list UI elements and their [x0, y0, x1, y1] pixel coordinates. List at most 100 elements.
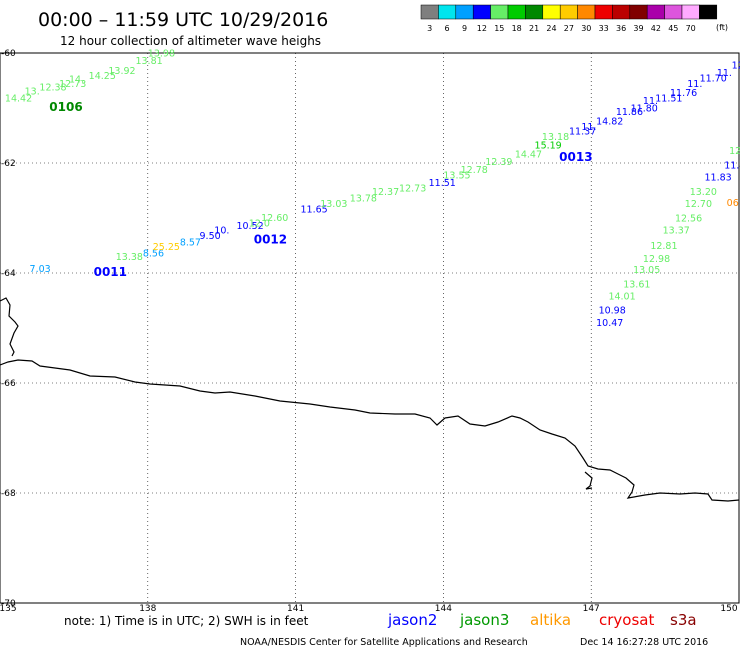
swh-value-label: 11.37 [569, 126, 596, 137]
swh-value-label: 13.18 [542, 132, 569, 143]
swh-value-label: 11.86 [616, 107, 643, 118]
swh-value-label: 13.98 [148, 48, 175, 59]
swh-value-label: 11.80 [631, 103, 658, 114]
swh-value-label: 12.38 [39, 82, 66, 93]
map-frame [0, 52, 740, 604]
swh-value-label: 15.19 [535, 141, 562, 152]
swh-value-label: 11. [643, 96, 658, 107]
swh-value-label: 7.03 [30, 264, 51, 275]
swh-value-label: 13.20 [690, 187, 717, 198]
swh-value-label: 11. [717, 68, 732, 79]
lon-tick-label: 141 [287, 604, 304, 614]
lon-tick-label: 144 [435, 604, 452, 614]
legend-swatch [629, 4, 648, 20]
pass-number-label: 0012 [254, 232, 287, 246]
swh-value-label: 13.61 [623, 279, 650, 290]
swh-value-label: 8.56 [143, 249, 164, 260]
legend-swatch [490, 4, 509, 20]
swh-value-label: 9.50 [200, 231, 221, 242]
legend-bin-label: 45 [668, 24, 678, 33]
color-legend: 3 6 9 12 15 18 21 24 27 30 33 36 39 42 45 70 [420, 4, 718, 33]
legend-swatch [525, 4, 544, 20]
swh-value-label: 12.81 [650, 241, 677, 252]
pass-number-label: 0011 [94, 265, 127, 279]
legend-bin-label: 24 [546, 24, 556, 33]
legend-bin-label: 18 [512, 24, 522, 33]
pass-number-label: 0013 [559, 150, 592, 164]
swh-value-label: 12.56 [675, 213, 702, 224]
legend-swatch [455, 4, 474, 20]
legend-swatch [542, 4, 561, 20]
swh-value-label: 11.51 [655, 93, 682, 104]
swh-value-label: 14.25 [89, 71, 116, 82]
swh-value-label: 12. [729, 146, 740, 157]
footer-credit: NOAA/NESDIS Center for Satellite Applica… [240, 637, 528, 648]
legend-swatch [594, 4, 613, 20]
swh-value-label: 12.73 [59, 79, 86, 90]
lat-tick-label: -64 [1, 269, 16, 279]
swh-value-label: 12.0 [249, 218, 270, 229]
legend-bin-label: 6 [445, 24, 450, 33]
legend-swatch [507, 4, 526, 20]
legend-bin-label: 15 [494, 24, 504, 33]
legend-bin-label: 27 [564, 24, 574, 33]
swh-value-label: 13.55 [443, 170, 470, 181]
swh-value-label: 14. [69, 75, 84, 86]
legend-swatch [646, 4, 665, 20]
lat-tick-label: -70 [1, 599, 16, 609]
swh-value-label: 13.05 [633, 265, 660, 276]
lon-tick-label: 135 [0, 604, 17, 614]
legend-bin-label: 33 [599, 24, 609, 33]
pass-number-label: 0106 [49, 100, 82, 114]
swh-value-label: 13.03 [320, 199, 347, 210]
swh-value-label: 13.81 [135, 56, 162, 67]
lon-tick-label: 150 [720, 604, 737, 614]
coastline-fragment [0, 297, 19, 357]
lon-tick-label: 138 [139, 604, 156, 614]
swh-value-label: 10.47 [596, 318, 623, 329]
legend-swatch [699, 4, 718, 20]
swh-value-label: 11.51 [429, 178, 456, 189]
swh-value-label: 11. [687, 79, 702, 90]
legend-jason2: jason2 [387, 611, 437, 629]
swh-value-label: 12.98 [643, 254, 670, 265]
swh-value-label: 13.38 [116, 252, 143, 263]
swh-value-label: 11. [581, 122, 596, 133]
lat-tick-label: -62 [1, 159, 16, 169]
legend-jason3: jason3 [459, 611, 509, 629]
swh-value-label: 8.57 [180, 238, 201, 249]
swh-value-label: 12.37 [372, 187, 399, 198]
swh-value-label: 11.70 [700, 74, 727, 85]
legend-bin-label: 70 [686, 24, 696, 33]
lat-tick-label: -68 [1, 489, 16, 499]
swh-value-label: 12.39 [485, 157, 512, 168]
legend-swatch [559, 4, 578, 20]
legend-swatch [472, 4, 491, 20]
swh-value-label: 25.25 [153, 242, 180, 253]
swh-value-label: 11.83 [705, 173, 732, 184]
swh-value-label: 14.01 [608, 291, 635, 302]
legend-bin-label: 30 [581, 24, 591, 33]
legend-cryosat: cryosat [599, 611, 654, 629]
legend-s3a: s3a [670, 611, 697, 629]
swh-value-label: 13.37 [663, 225, 690, 236]
legend-bin-label: 39 [633, 24, 643, 33]
legend-swatch [664, 4, 683, 20]
swh-value-label: 10. [214, 225, 229, 236]
swh-value-label: 11.65 [301, 205, 328, 216]
axis-ticks: 135 138 141 144 147 150 -60 -62 -64 -66 -68 -70 [0, 49, 738, 614]
legend-swatch [612, 4, 631, 20]
legend-bin-label: 9 [462, 24, 467, 33]
antarctic-coastline [0, 359, 740, 502]
swh-value-label: 14.82 [596, 117, 623, 128]
lon-tick-label: 147 [583, 604, 600, 614]
swh-value-label: 10.98 [599, 306, 626, 317]
swh-value-label: 06 [727, 198, 739, 209]
swh-value-label: 12 [732, 60, 740, 71]
swh-value-label: 14.47 [515, 150, 542, 161]
swh-value-label: 12.70 [685, 199, 712, 210]
swh-value-label: 13.92 [108, 66, 135, 77]
swh-value-label: 12.78 [461, 165, 488, 176]
